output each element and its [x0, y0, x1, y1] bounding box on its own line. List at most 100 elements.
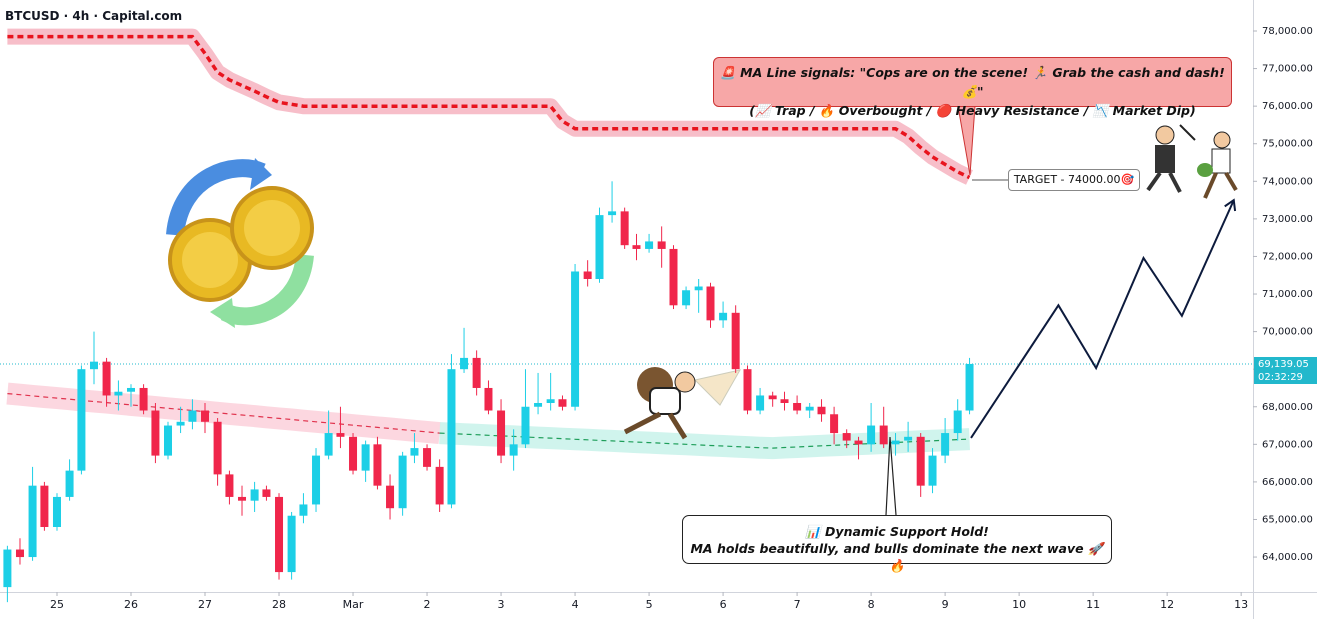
candle-body	[768, 395, 777, 400]
candle-body	[694, 286, 703, 291]
x-tick-label: 13	[1234, 598, 1248, 611]
x-tick-label: 5	[646, 598, 653, 611]
x-tick-label: 12	[1160, 598, 1174, 611]
cops-illustration	[1146, 124, 1238, 199]
candle-body	[262, 489, 271, 497]
y-tick-label: 75,000.00	[1262, 139, 1313, 150]
candle-body	[472, 357, 481, 388]
candle-body	[608, 211, 617, 216]
support-note: 📊 Dynamic Support Hold! MA holds beautif…	[682, 515, 1112, 573]
y-tick-label: 64,000.00	[1262, 552, 1313, 563]
candle-body	[250, 489, 259, 501]
candle-body	[225, 474, 234, 497]
y-tick-label: 66,000.00	[1262, 477, 1313, 488]
y-tick-label: 65,000.00	[1262, 514, 1313, 525]
y-tick-label: 68,000.00	[1262, 402, 1313, 413]
x-tick-label: 9	[942, 598, 949, 611]
y-tick-label: 76,000.00	[1262, 101, 1313, 112]
candle-body	[52, 496, 61, 527]
candle-body	[176, 421, 185, 426]
coin-illustration	[166, 158, 314, 328]
candle-body	[324, 433, 333, 456]
y-tick-label: 72,000.00	[1262, 251, 1313, 262]
candle-body	[583, 271, 592, 279]
symbol-header: BTCUSD · 4h · Capital.com	[5, 9, 183, 23]
candle-body	[373, 444, 382, 486]
candle-body	[521, 406, 530, 445]
candle-body	[349, 436, 358, 471]
candle-body	[953, 410, 962, 434]
x-tick-label: 28	[272, 598, 286, 611]
candle-body	[126, 387, 135, 392]
candle-body	[645, 241, 654, 249]
y-tick-label: 77,000.00	[1262, 64, 1313, 75]
candle-body	[595, 215, 604, 279]
candle-body	[423, 448, 432, 467]
candle-body	[941, 433, 950, 456]
candle-body	[447, 369, 456, 505]
candle-body	[410, 448, 419, 456]
candle-body	[706, 286, 715, 321]
x-tick-label: 4	[572, 598, 579, 611]
candle-body	[28, 485, 37, 558]
y-tick-label: 74,000.00	[1262, 176, 1313, 187]
candle-body	[632, 245, 641, 249]
support-pointer	[885, 436, 897, 516]
candle-body	[669, 248, 678, 306]
x-tick-label: 6	[720, 598, 727, 611]
candle-body	[546, 399, 555, 403]
candle-body	[188, 410, 197, 422]
candle-body	[386, 485, 395, 509]
candle-body	[164, 425, 173, 456]
candle-body	[77, 369, 86, 471]
candle-body	[571, 271, 580, 407]
candle-body	[891, 440, 900, 445]
candle-body	[509, 444, 518, 456]
candle-body	[904, 436, 913, 441]
x-tick-label: 26	[124, 598, 138, 611]
y-tick-label: 67,000.00	[1262, 439, 1313, 450]
ma-line	[7, 34, 971, 180]
target-label: TARGET - 74000.00🎯	[1008, 169, 1140, 191]
candle-body	[201, 410, 210, 422]
candle-body	[756, 395, 765, 411]
candle-body	[682, 290, 691, 306]
candle-body	[213, 421, 222, 475]
candle-body	[719, 312, 728, 321]
candle-body	[731, 312, 740, 370]
candle-body	[361, 444, 370, 471]
x-tick-label: 11	[1086, 598, 1100, 611]
x-tick-label: 10	[1012, 598, 1026, 611]
candle-body	[965, 363, 974, 411]
candle-body	[299, 504, 308, 516]
projection-arrowhead	[1224, 198, 1237, 212]
candle-body	[842, 433, 851, 441]
x-tick-label: 3	[498, 598, 505, 611]
candle-body	[89, 361, 98, 370]
x-tick-label: 25	[50, 598, 64, 611]
callout-pointer	[957, 105, 976, 176]
candle-body	[139, 387, 148, 411]
candle-body	[15, 549, 24, 558]
y-tick-label: 71,000.00	[1262, 289, 1313, 300]
candle-body	[398, 455, 407, 509]
y-tick-label: 70,000.00	[1262, 327, 1313, 338]
candle-body	[854, 440, 863, 445]
candle-body	[817, 406, 826, 415]
candle-body	[435, 466, 444, 505]
candle-body	[534, 402, 543, 407]
candle-body	[65, 470, 74, 497]
candle-body	[867, 425, 876, 445]
candle-body	[879, 425, 888, 445]
candle-body	[40, 485, 49, 527]
resistance-callout: 🚨 MA Line signals: "Cops are on the scen…	[713, 57, 1232, 118]
x-tick-label: Mar	[343, 598, 364, 611]
candle-body	[657, 241, 666, 249]
x-tick-label: 8	[868, 598, 875, 611]
candle-body	[151, 410, 160, 456]
candle-body	[780, 399, 789, 403]
candle-body	[484, 387, 493, 411]
candle-body	[3, 549, 12, 588]
x-tick-label: 2	[424, 598, 431, 611]
thief-illustration	[623, 367, 741, 440]
